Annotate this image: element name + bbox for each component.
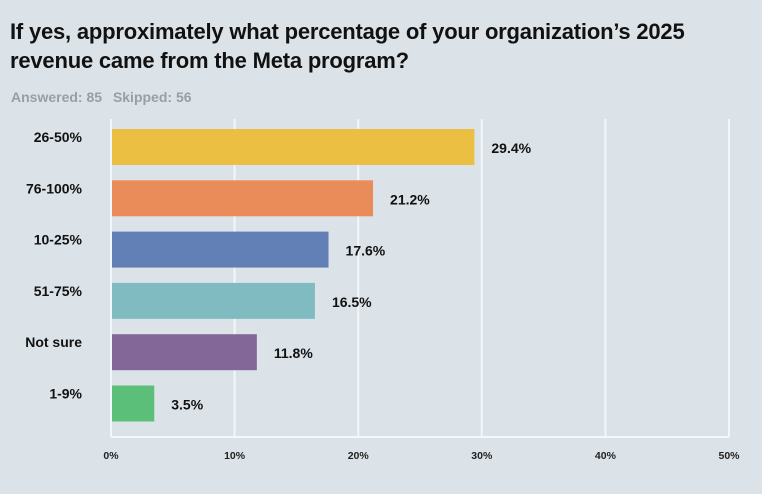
category-label: 76-100% [26,180,83,196]
question-title: If yes, approximately what percentage of… [10,19,685,73]
value-label: 16.5% [332,294,372,310]
category-label: 10-25% [34,232,83,248]
x-tick-label: 0% [103,450,119,462]
response-stats: Answered: 85 Skipped: 56 [11,89,192,105]
bar[interactable] [112,282,315,319]
value-labels: 29.4% 21.2% 17.6% 16.5% 11.8% 3.5% [171,140,531,413]
gridlines [110,119,730,438]
x-tick-label: 50% [718,450,740,462]
value-label: 29.4% [491,140,531,156]
bar[interactable] [112,129,475,165]
x-axis-tick-labels: 0% 10% 20% 30% 40% 50% [103,450,740,462]
bar[interactable] [112,231,329,268]
category-label: 51-75% [34,283,83,299]
bars [112,129,475,422]
value-label: 17.6% [346,243,386,259]
bar[interactable] [112,180,374,217]
x-tick-label: 10% [224,450,246,462]
value-label: 21.2% [390,191,430,207]
x-tick-label: 20% [348,450,370,462]
answered-count: Answered: 85 [11,89,103,105]
bar[interactable] [112,334,257,371]
category-label: 1-9% [49,386,82,402]
category-label: 26-50% [34,129,83,145]
category-labels: 26-50% 76-100% 10-25% 51-75% Not sure 1-9% [25,129,82,402]
x-tick-label: 40% [595,450,617,462]
category-label: Not sure [25,334,82,350]
value-label: 11.8% [274,345,313,361]
x-tick-label: 30% [471,450,493,462]
bar[interactable] [112,385,155,422]
value-label: 3.5% [171,397,203,413]
skipped-count: Skipped: 56 [112,89,192,105]
